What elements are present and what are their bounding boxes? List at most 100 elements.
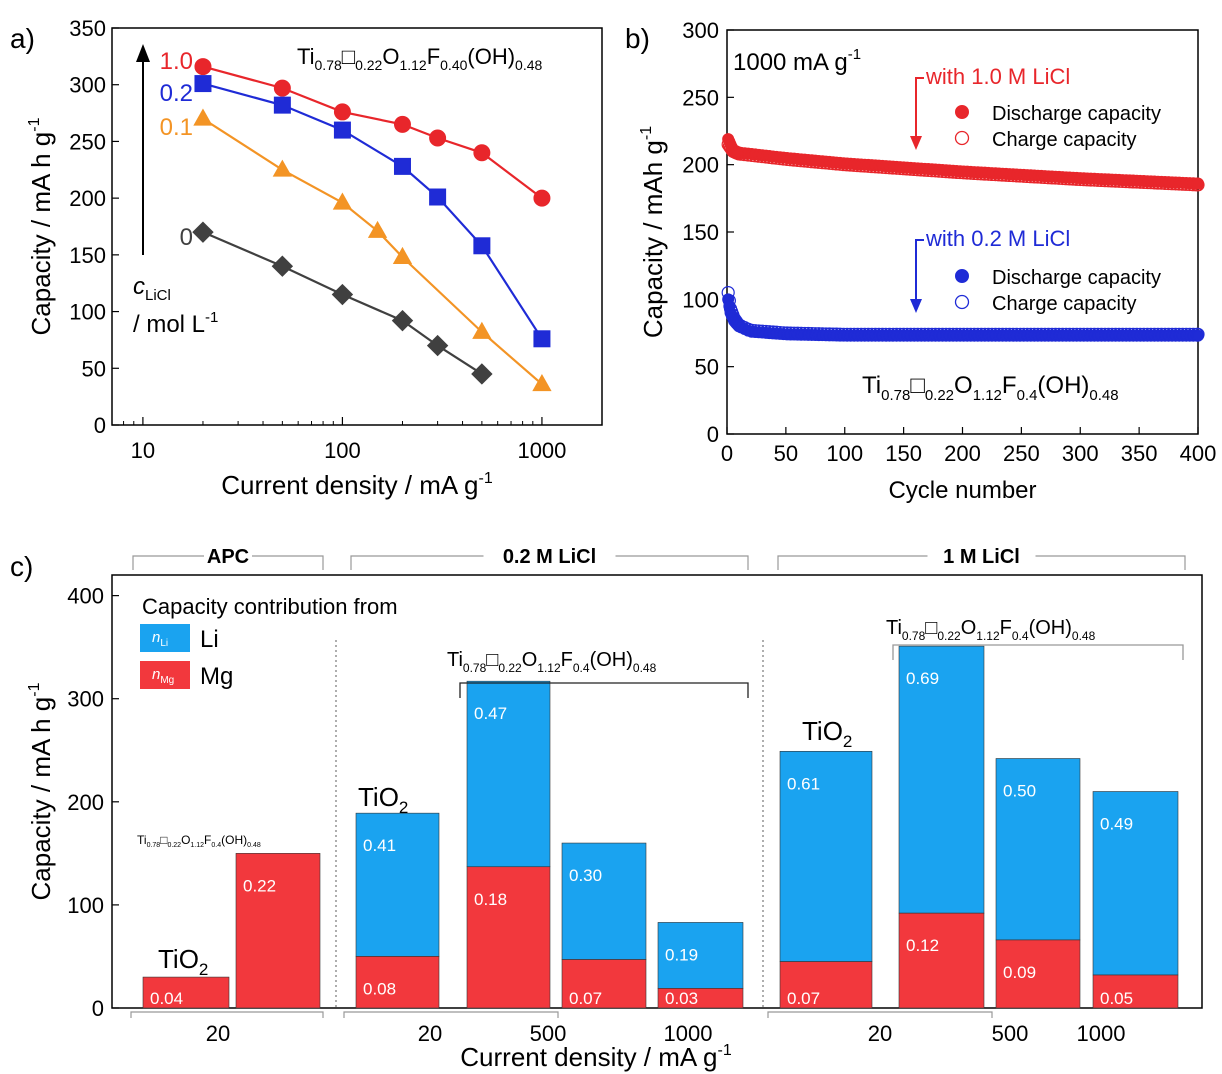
bar-li-label-2-3: 0.49 [1100,815,1133,834]
bar-mg-label-1-2: 0.07 [569,989,602,1008]
bottom-bracket-0 [130,1011,324,1018]
y-tick-label-b: 150 [682,220,719,245]
discharge-point-1 [1192,329,1204,342]
x-tick-label-c-0: 20 [206,1021,230,1046]
y-tick-label-c: 300 [67,687,104,712]
x-tick-label-c-2: 500 [992,1021,1029,1046]
panel-c-label: c) [10,551,33,582]
data-point-0.2 [473,237,491,255]
data-point-0 [331,283,354,306]
bar-mg-0-0 [142,976,230,1009]
y-tick-label-b: 250 [682,85,719,110]
discharge-point-0 [1192,177,1204,190]
annotation-tio2-0: TiO2 [158,944,208,979]
bar-mg-label-0-1: 0.22 [243,876,276,895]
bar-li-2-3 [1092,791,1179,976]
bar-mg-2-0 [779,961,873,1009]
y-tick-label-a: 350 [69,16,106,41]
rate-label-b: 1000 mA g-1 [733,46,861,76]
x-axis-label-a: Current density / mA g-1 [221,470,493,500]
bar-mg-2-1 [898,912,985,1009]
bar-li-1-2 [561,842,647,960]
legend-label-Li: Li [200,626,219,653]
chart-b: 0 50 100 150 200 250 300 0 50 100 150 200 250 300 350 4… [638,18,1216,504]
concentration-unit: / mol L-1 [133,309,218,338]
y-axis-label-a: Capacity / mA h g-1 [26,117,56,335]
group-bracket-left-1 [350,555,484,570]
bar-li-2-1 [898,645,985,914]
bar-mg-1-2 [561,959,647,1009]
legend-discharge-label-1: Discharge capacity [992,267,1161,289]
plot-frame-a [111,27,603,426]
data-point-0.1 [532,373,552,392]
group-header-0: APC [207,546,249,568]
bar-li-label-2-0: 0.61 [787,774,820,793]
formula-bracket-0.2M [459,682,749,698]
bar-mg-2-3 [1092,974,1179,1009]
bar-mg-label-2-1: 0.12 [906,936,939,955]
bar-mg-label-1-1: 0.18 [474,890,507,909]
x-tick-label-c-1: 1000 [664,1021,713,1046]
legend-discharge-marker-1 [955,269,969,283]
bar-mg-label-1-3: 0.03 [665,989,698,1008]
data-point-0.2 [333,121,351,139]
x-tick-label-c-2: 1000 [1077,1021,1126,1046]
bar-mg-label-1-0: 0.08 [363,979,396,998]
group-bracket-left-2 [777,555,928,570]
bar-mg-1-0 [355,956,440,1009]
formula-bracket-1M [892,644,1184,660]
legend-charge-marker-1 [954,294,970,310]
group-arrow-0 [915,77,924,138]
series-line-0 [202,231,483,375]
y-tick-label-a: 50 [82,356,106,381]
y-tick-label-a: 0 [94,413,106,438]
group-bracket-right-0 [252,555,324,570]
bar-li-2-2 [995,758,1081,941]
x-tick-label-b: 100 [826,441,863,466]
data-point-1.0 [194,58,212,76]
chart-a: 0 50 100 150 200 250 300 350 10 100 1000 Current de… [26,16,603,500]
data-point-0 [192,221,214,243]
data-point-0.2 [429,188,447,206]
y-axis-label-c: Capacity / mA h g-1 [26,682,56,900]
annotation-tio2-1: TiO2 [358,782,408,817]
group-bracket-right-1 [615,555,749,570]
bar-li-label-2-1: 0.69 [906,669,939,688]
y-tick-label-a: 200 [69,186,106,211]
x-tick-label-b: 200 [944,441,981,466]
legend-discharge-marker-0 [955,105,969,119]
legend-label-Mg: Mg [200,663,233,690]
y-tick-label-c: 400 [67,584,104,609]
series-label-0: 0 [180,224,193,251]
annotation-formula-2: Ti0.78​□0.22​O1.12​F0.4​(OH)0.48​ [886,617,1096,643]
legend-charge-label-1: Charge capacity [992,293,1137,315]
bar-li-1-1 [466,680,551,868]
legend-charge-marker-0 [954,130,970,146]
panel-a-label: a) [10,23,35,54]
annotation-formula-0: Ti0.78​□0.22​O1.12​F0.4​(OH)0.48​ [137,833,261,849]
legend-symbol-Mg: nMg [152,666,174,686]
data-point-0.2 [273,96,291,114]
y-tick-label-a: 150 [69,243,106,268]
data-point-0.2 [194,75,212,93]
bar-mg-label-2-3: 0.05 [1100,989,1133,1008]
concentration-arrowhead [136,44,150,62]
group-arrow-1 [915,239,924,301]
data-point-0.1 [332,192,353,210]
x-axis-label-c: Current density / mA g-1 [460,1042,732,1072]
formula-annotation-a: Ti0.78​□0.22​O1.12​F0.40​(OH)0.48​ [297,44,543,73]
data-point-1.0 [273,79,291,97]
legend-title: Capacity contribution from [142,594,398,619]
group-label-0: with 1.0 M LiCl [925,64,1070,89]
plot-frame-c [111,574,1203,1009]
data-point-0 [271,255,294,277]
legend-symbol-Li: nLi [152,629,168,649]
y-tick-label-b: 200 [682,153,719,178]
bar-li-1-3 [657,922,744,989]
y-tick-label-c: 0 [92,996,104,1021]
series-label-1.0: 1.0 [160,48,193,75]
y-tick-label-b: 0 [707,422,719,447]
y-tick-label-a: 300 [69,73,106,98]
bar-mg-label-0-0: 0.04 [150,989,183,1008]
bar-li-2-0 [779,750,873,962]
